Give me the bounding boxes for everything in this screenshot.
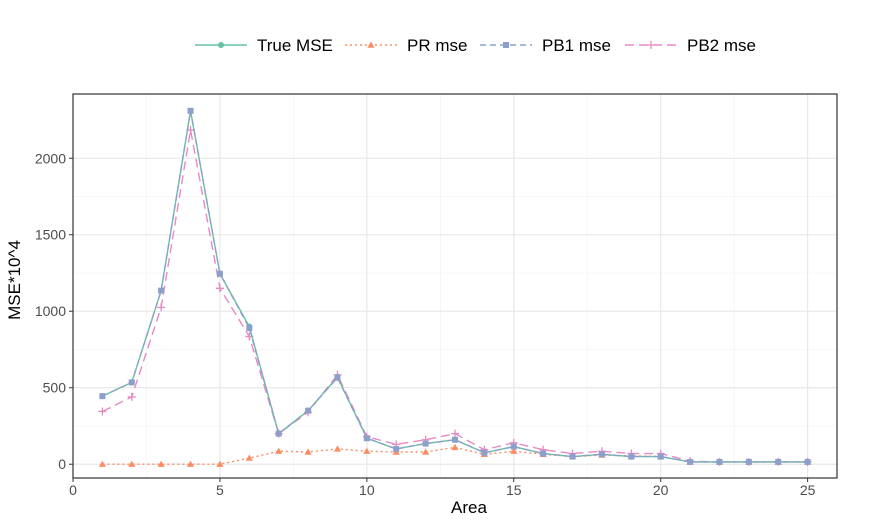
data-point: [510, 443, 517, 450]
x-tick-label: 15: [506, 482, 522, 498]
data-point: [333, 445, 342, 452]
data-point: [245, 454, 253, 461]
legend-key-marker: [218, 42, 224, 48]
legend-key-marker: [647, 41, 655, 49]
series-pb1-mse: [99, 107, 811, 465]
data-point: [157, 460, 165, 467]
legend-item-true-mse: True MSE: [195, 36, 333, 55]
data-point: [275, 447, 283, 454]
data-point: [187, 107, 194, 114]
data-point: [804, 458, 811, 465]
data-point: [393, 445, 400, 452]
legend: True MSE PR mse PB1 mse PB2 mse: [195, 36, 756, 55]
data-point: [98, 407, 107, 416]
data-point: [127, 392, 136, 401]
data-point: [775, 458, 782, 465]
data-point: [186, 460, 195, 467]
data-point: [363, 435, 370, 442]
legend-label: PR mse: [407, 36, 467, 55]
data-point: [657, 453, 664, 460]
data-point: [452, 436, 458, 443]
data-point: [157, 303, 166, 312]
data-point: [628, 453, 635, 460]
legend-item-pr-mse: PR mse: [345, 36, 467, 55]
data-point: [246, 325, 253, 332]
data-point: [98, 460, 106, 467]
x-tick-label: 20: [653, 482, 669, 498]
y-tick-label: 1000: [35, 303, 66, 319]
data-point: [510, 447, 518, 454]
plot-border: [72, 93, 838, 479]
data-point: [569, 453, 576, 460]
x-tick-label: 0: [69, 482, 77, 498]
legend-label: PB2 mse: [687, 36, 756, 55]
x-tick-label: 25: [800, 482, 816, 498]
y-tick-label: 1500: [35, 227, 66, 243]
data-point: [422, 448, 430, 455]
legend-label: True MSE: [257, 36, 333, 55]
data-point: [158, 287, 165, 294]
data-point: [363, 447, 371, 454]
x-tick-label: 10: [359, 482, 375, 498]
data-point: [451, 443, 459, 451]
legend-key-marker: [367, 41, 375, 48]
data-point: [687, 458, 694, 465]
data-point: [215, 284, 224, 293]
data-point: [745, 458, 752, 465]
data-point: [99, 393, 106, 400]
data-point: [598, 451, 605, 458]
gridlines: [72, 94, 837, 478]
data-point: [716, 458, 723, 465]
data-point: [451, 429, 459, 438]
legend-item-pb2-mse: PB2 mse: [625, 36, 756, 55]
data-point: [275, 430, 282, 437]
data-point: [128, 379, 135, 386]
data-point: [128, 460, 136, 467]
data-point: [422, 440, 429, 447]
data-point: [216, 460, 224, 467]
data-point: [304, 448, 312, 455]
x-axis-label: Area: [451, 498, 487, 517]
y-tick-label: 0: [58, 456, 66, 472]
legend-item-pb1-mse: PB1 mse: [480, 36, 611, 55]
x-tick-label: 5: [216, 482, 224, 498]
data-point: [305, 407, 312, 414]
y-axis-label: MSE*10^4: [5, 240, 24, 320]
series-group: [98, 107, 812, 467]
data-point: [216, 270, 223, 277]
legend-key-marker: [503, 42, 509, 48]
legend-label: PB1 mse: [542, 36, 611, 55]
y-tick-label: 500: [43, 380, 67, 396]
y-tick-label: 2000: [35, 150, 66, 166]
data-point: [540, 450, 547, 457]
axes: 0 5 10 15 20 25 0 500 1000 1500 2000: [35, 93, 838, 498]
data-point: [481, 449, 488, 456]
data-point: [334, 374, 341, 381]
